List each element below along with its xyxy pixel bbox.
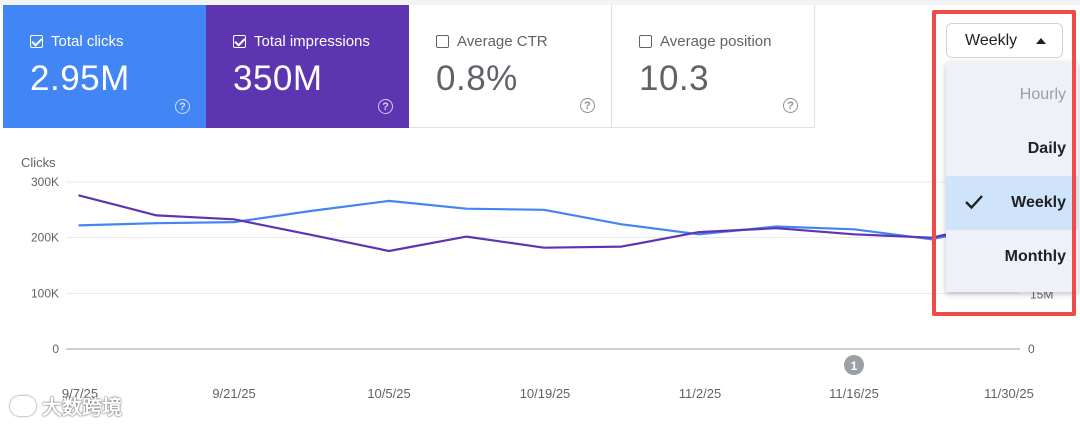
- metric-label: Average position: [660, 33, 772, 50]
- help-icon[interactable]: ?: [175, 99, 190, 114]
- data-point: [388, 250, 390, 252]
- checkbox-checked-icon[interactable]: [30, 35, 43, 48]
- watermark-logo-icon: [10, 395, 36, 416]
- data-point: [78, 224, 80, 227]
- data-point: [775, 225, 778, 228]
- help-icon[interactable]: ?: [378, 99, 393, 114]
- checkbox-checked-icon[interactable]: [233, 35, 246, 48]
- metric-label: Total clicks: [51, 33, 124, 50]
- menu-item-daily[interactable]: Daily: [946, 122, 1078, 176]
- menu-item-hourly: Hourly: [946, 68, 1078, 122]
- checkbox-unchecked-icon[interactable]: [639, 35, 652, 48]
- data-point: [310, 210, 313, 212]
- menu-item-label: Weekly: [1011, 194, 1066, 211]
- x-tick-label: 11/16/25: [829, 386, 879, 401]
- metric-total-impressions[interactable]: Total impressions 350M ?: [206, 5, 409, 128]
- metric-label: Total impressions: [254, 33, 370, 50]
- x-tick-label: 11/2/25: [679, 386, 721, 401]
- x-tick-label: 9/21/25: [212, 386, 255, 401]
- checkbox-unchecked-icon[interactable]: [436, 35, 449, 48]
- metric-value: 10.3: [639, 59, 710, 98]
- caret-up-icon: [1036, 38, 1046, 44]
- menu-item-label: Hourly: [1019, 86, 1066, 103]
- data-point: [853, 233, 855, 236]
- data-point: [930, 238, 933, 241]
- metric-value: 0.8%: [436, 59, 518, 98]
- annotation-marker: [844, 355, 864, 375]
- menu-item-weekly[interactable]: Weekly: [946, 176, 1078, 230]
- data-point: [78, 194, 80, 197]
- data-point: [620, 245, 623, 248]
- data-point: [465, 235, 468, 238]
- granularity-current: Weekly: [965, 31, 1018, 49]
- watermark-text: 大数跨境: [42, 397, 122, 419]
- x-tick-label: 10/5/25: [367, 386, 410, 401]
- menu-item-monthly[interactable]: Monthly: [946, 230, 1078, 284]
- series-line-0: [78, 199, 1010, 241]
- data-point: [233, 221, 235, 223]
- data-point: [853, 228, 855, 231]
- data-point: [155, 222, 158, 224]
- granularity-menu: Hourly Daily Weekly Monthly: [946, 62, 1078, 292]
- granularity-dropdown[interactable]: Weekly: [946, 23, 1063, 58]
- watermark: 大数跨境: [10, 391, 122, 420]
- data-point: [930, 236, 933, 239]
- metric-value: 2.95M: [30, 59, 130, 98]
- metric-total-clicks[interactable]: Total clicks 2.95M ?: [3, 5, 206, 128]
- help-icon[interactable]: ?: [580, 98, 595, 113]
- y-axis-label: Clicks: [21, 155, 56, 170]
- data-point: [155, 214, 158, 217]
- right-axis-tick-label: 0: [1028, 342, 1035, 356]
- top-strip: [0, 0, 1080, 5]
- menu-item-label: Monthly: [1004, 248, 1066, 265]
- x-tick-label: 11/30/25: [984, 386, 1034, 401]
- metric-value: 350M: [233, 59, 323, 98]
- menu-item-label: Daily: [1027, 140, 1066, 157]
- metric-average-position[interactable]: Average position 10.3 ?: [612, 5, 815, 128]
- data-point: [698, 233, 700, 236]
- metric-average-ctr[interactable]: Average CTR 0.8% ?: [409, 5, 612, 128]
- data-point: [620, 223, 623, 226]
- y-tick-label: 200K: [31, 231, 59, 245]
- data-point: [233, 218, 235, 221]
- y-tick-label: 100K: [31, 286, 59, 300]
- y-tick-label: 0: [52, 342, 59, 356]
- help-icon[interactable]: ?: [783, 98, 798, 113]
- metric-label: Average CTR: [457, 33, 548, 50]
- x-tick-label: 10/19/25: [520, 386, 571, 401]
- annotation-label: 1: [851, 359, 858, 373]
- metric-cards: Total clicks 2.95M ? Total impressions 3…: [3, 5, 815, 128]
- data-point: [465, 207, 468, 210]
- data-point: [775, 227, 778, 230]
- y-tick-label: 300K: [31, 175, 59, 189]
- data-point: [543, 209, 545, 211]
- data-point: [543, 246, 545, 249]
- check-icon: [965, 195, 983, 210]
- data-point: [310, 234, 313, 236]
- data-point: [698, 231, 700, 233]
- highlight-box: [932, 10, 1076, 316]
- data-point: [388, 200, 390, 202]
- x-tick-label: 9/7/25: [62, 386, 98, 401]
